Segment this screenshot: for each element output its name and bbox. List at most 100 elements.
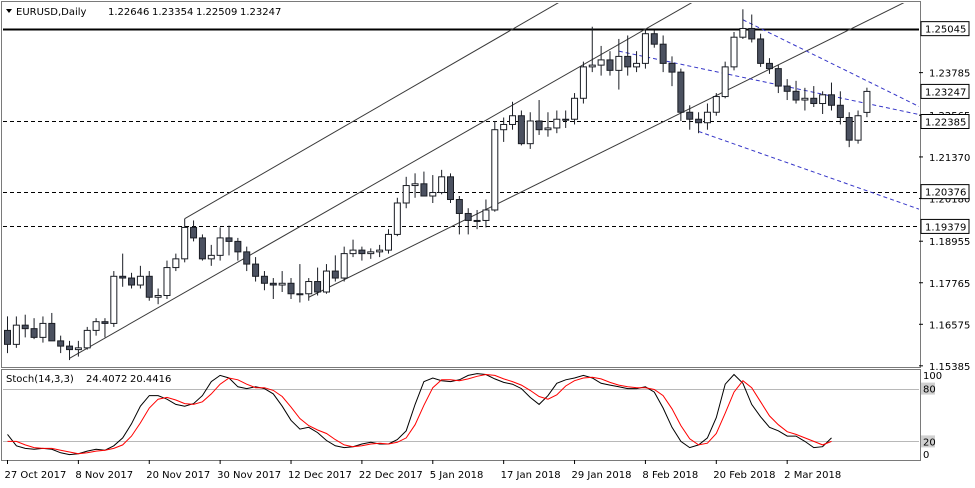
candle[interactable] bbox=[296, 264, 304, 303]
candle[interactable] bbox=[340, 246, 348, 282]
candle[interactable] bbox=[30, 318, 38, 340]
candle[interactable] bbox=[92, 318, 100, 336]
candle[interactable] bbox=[703, 103, 711, 130]
candle[interactable] bbox=[243, 246, 251, 272]
candle[interactable] bbox=[411, 173, 419, 198]
candle[interactable] bbox=[686, 105, 694, 130]
candle[interactable] bbox=[553, 110, 561, 134]
candle[interactable] bbox=[207, 244, 215, 266]
ascending-channel-line[interactable] bbox=[308, 0, 959, 298]
candle[interactable] bbox=[721, 61, 729, 99]
candle[interactable] bbox=[455, 196, 463, 235]
candle[interactable] bbox=[269, 278, 277, 299]
candle[interactable] bbox=[305, 278, 313, 301]
candle[interactable] bbox=[438, 169, 446, 195]
candle[interactable] bbox=[4, 316, 11, 354]
symbol-dropdown-icon[interactable] bbox=[6, 9, 12, 13]
candle[interactable] bbox=[322, 264, 330, 294]
candle[interactable] bbox=[517, 110, 525, 146]
candle[interactable] bbox=[136, 265, 144, 289]
candle[interactable] bbox=[748, 14, 756, 43]
descending-channel-line[interactable] bbox=[618, 50, 959, 123]
candle[interactable] bbox=[145, 271, 153, 301]
candle[interactable] bbox=[331, 255, 339, 282]
candle[interactable] bbox=[774, 65, 782, 94]
candle[interactable] bbox=[544, 112, 552, 137]
candle[interactable] bbox=[260, 271, 268, 291]
candle[interactable] bbox=[473, 209, 481, 230]
candle[interactable] bbox=[367, 248, 375, 259]
candle[interactable] bbox=[314, 267, 322, 296]
candle[interactable] bbox=[535, 100, 543, 135]
candle[interactable] bbox=[712, 93, 720, 116]
candle[interactable] bbox=[668, 56, 676, 87]
candle[interactable] bbox=[562, 110, 570, 128]
candle[interactable] bbox=[579, 61, 587, 104]
candle[interactable] bbox=[827, 82, 835, 111]
candle[interactable] bbox=[21, 314, 29, 338]
candle[interactable] bbox=[730, 31, 738, 71]
candle[interactable] bbox=[633, 51, 641, 73]
candle[interactable] bbox=[526, 112, 534, 149]
candle[interactable] bbox=[863, 87, 871, 118]
candle[interactable] bbox=[624, 35, 632, 76]
candle[interactable] bbox=[792, 80, 800, 104]
candle[interactable] bbox=[384, 229, 392, 254]
candle[interactable] bbox=[216, 227, 224, 261]
price-plot-area[interactable] bbox=[3, 0, 959, 361]
candle[interactable] bbox=[181, 218, 189, 263]
candle[interactable] bbox=[845, 112, 853, 148]
candle[interactable] bbox=[615, 38, 623, 90]
candle[interactable] bbox=[659, 35, 667, 73]
ascending-channel-line[interactable] bbox=[69, 0, 959, 359]
ascending-channel-line[interactable] bbox=[184, 0, 959, 220]
candle[interactable] bbox=[66, 340, 74, 361]
candle[interactable] bbox=[464, 208, 472, 235]
candle[interactable] bbox=[278, 271, 286, 293]
candle[interactable] bbox=[650, 30, 658, 48]
candle[interactable] bbox=[588, 26, 596, 73]
candle[interactable] bbox=[83, 326, 91, 350]
candle[interactable] bbox=[349, 239, 357, 258]
candle[interactable] bbox=[757, 33, 765, 67]
candle[interactable] bbox=[765, 58, 773, 74]
candle[interactable] bbox=[163, 260, 171, 299]
candle[interactable] bbox=[571, 93, 579, 125]
candle[interactable] bbox=[287, 278, 295, 299]
candle[interactable] bbox=[783, 79, 791, 101]
candle[interactable] bbox=[110, 271, 118, 327]
candle[interactable] bbox=[119, 253, 127, 287]
stoch-plot-area[interactable] bbox=[3, 373, 919, 456]
candle[interactable] bbox=[854, 110, 862, 144]
candle[interactable] bbox=[606, 51, 614, 76]
candle[interactable] bbox=[128, 272, 136, 289]
candle[interactable] bbox=[739, 9, 747, 39]
candle[interactable] bbox=[393, 197, 401, 237]
candle[interactable] bbox=[101, 318, 109, 338]
candle[interactable] bbox=[74, 340, 82, 357]
candle[interactable] bbox=[225, 225, 233, 256]
candle[interactable] bbox=[500, 117, 508, 142]
candle[interactable] bbox=[234, 237, 242, 261]
candle[interactable] bbox=[48, 312, 56, 342]
candle[interactable] bbox=[420, 171, 428, 197]
candle[interactable] bbox=[810, 86, 818, 108]
candle[interactable] bbox=[819, 91, 827, 114]
candle[interactable] bbox=[482, 199, 490, 228]
candle[interactable] bbox=[358, 246, 366, 261]
candle[interactable] bbox=[641, 30, 649, 69]
candle[interactable] bbox=[376, 244, 384, 258]
candle[interactable] bbox=[429, 175, 437, 203]
candle[interactable] bbox=[57, 335, 65, 354]
candle[interactable] bbox=[509, 101, 517, 130]
candle[interactable] bbox=[39, 316, 47, 343]
candle[interactable] bbox=[12, 316, 20, 348]
candle[interactable] bbox=[801, 87, 809, 111]
candle[interactable] bbox=[198, 234, 206, 261]
candle[interactable] bbox=[447, 173, 454, 203]
candle[interactable] bbox=[252, 257, 260, 282]
candle[interactable] bbox=[695, 112, 703, 134]
descending-channel-line[interactable] bbox=[742, 19, 959, 126]
candle[interactable] bbox=[677, 68, 685, 121]
candle[interactable] bbox=[597, 45, 605, 76]
